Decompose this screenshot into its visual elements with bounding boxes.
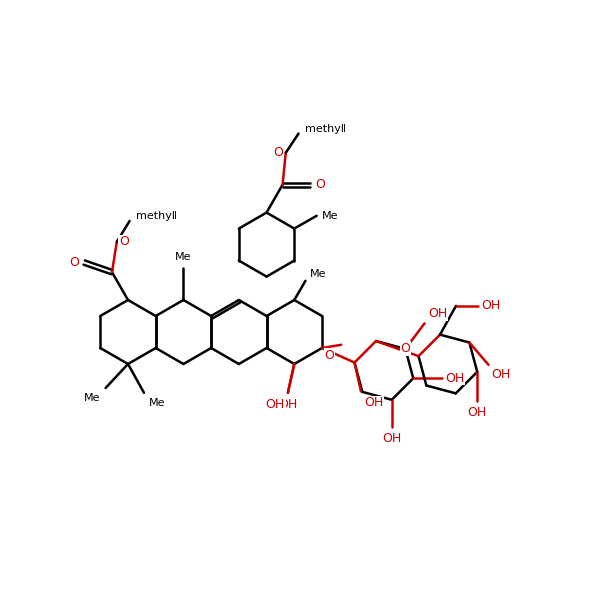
Text: OH: OH <box>445 372 464 385</box>
Text: OH: OH <box>481 299 500 313</box>
Text: O: O <box>69 256 79 269</box>
Text: OH: OH <box>467 406 487 419</box>
Text: OH: OH <box>278 398 298 411</box>
Text: Me: Me <box>322 211 338 221</box>
Text: methyl: methyl <box>136 211 175 221</box>
Text: methyl: methyl <box>307 124 346 134</box>
Text: Me: Me <box>310 269 326 279</box>
Text: Me: Me <box>149 398 166 408</box>
Text: OH: OH <box>266 398 285 411</box>
Text: OH: OH <box>428 307 448 320</box>
Text: OH: OH <box>364 397 383 409</box>
Text: Me: Me <box>84 393 101 403</box>
Text: Me: Me <box>175 252 191 262</box>
Text: methyl: methyl <box>137 211 176 221</box>
Text: O: O <box>316 178 325 191</box>
Text: O: O <box>119 235 128 248</box>
Text: methyl: methyl <box>305 124 344 134</box>
Text: O: O <box>325 349 334 362</box>
Text: OH: OH <box>382 432 401 445</box>
Text: O: O <box>400 342 410 355</box>
Text: O: O <box>273 146 283 159</box>
Text: OH: OH <box>491 368 511 381</box>
